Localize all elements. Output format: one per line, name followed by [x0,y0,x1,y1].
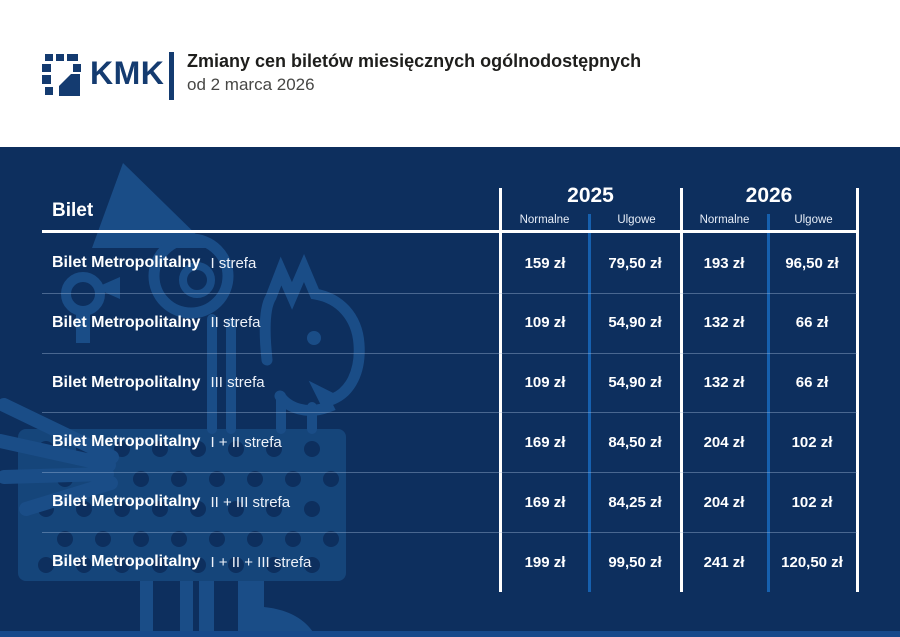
price-2025-normalne: 159 zł [524,254,566,272]
subheader-2025-normalne: Normalne [519,214,570,226]
column-header-bilet: Bilet [52,200,94,221]
table-row: Bilet Metropolitalny I + II strefa 169 z… [42,412,858,472]
price-2025-normalne: 169 zł [524,493,566,511]
price-2026-normalne: 193 zł [703,254,745,272]
lajkonik-watermark-icon [0,163,365,637]
price-2026-ulgowe: 66 zł [795,374,829,392]
ticket-name: Bilet Metropolitalny [52,313,201,331]
year-header-2025: 2025 [567,184,614,207]
ticket-name: Bilet Metropolitalny [52,433,201,451]
ticket-zone: II strefa [210,314,261,332]
price-2026-ulgowe: 66 zł [795,314,829,332]
price-2025-ulgowe: 99,50 zł [608,553,662,571]
column-separator [680,188,683,592]
ticket-label: Bilet Metropolitalny II strefa [52,293,260,353]
ticket-zone: I + II + III strefa [210,553,312,571]
page-header: KMK Zmiany cen biletów miesięcznych ogól… [0,0,900,147]
ticket-label: Bilet Metropolitalny III strefa [52,353,265,413]
subheader-2026-normalne: Normalne [699,214,750,226]
year-header-2026: 2026 [745,184,793,207]
table-row: Bilet Metropolitalny III strefa 109 zł 5… [42,353,858,413]
page-title: Zmiany cen biletów miesięcznych ogólnodo… [187,51,642,71]
ticket-name: Bilet Metropolitalny [52,553,201,570]
price-2026-normalne: 204 zł [703,493,745,511]
ticket-name: Bilet Metropolitalny [52,254,201,271]
price-2026-ulgowe: 120,50 zł [781,553,843,571]
column-separator [856,188,859,592]
ticket-label: Bilet Metropolitalny I + II + III strefa [52,532,311,592]
price-2026-normalne: 132 zł [703,374,745,392]
ticket-label: Bilet Metropolitalny II + III strefa [52,472,290,532]
table-row: Bilet Metropolitalny II strefa 109 zł 54… [42,293,858,353]
price-2025-ulgowe: 84,50 zł [608,433,662,451]
price-2026-normalne: 241 zł [703,553,745,571]
page-subtitle: od 2 marca 2026 [187,75,315,94]
ticket-label: Bilet Metropolitalny I + II strefa [52,412,282,472]
header-divider-bar [169,52,174,100]
price-2025-normalne: 199 zł [524,553,566,571]
price-2026-ulgowe: 96,50 zł [785,254,839,272]
bottom-accent-bar [0,631,900,637]
header-underline [42,230,857,233]
subheader-2025-ulgowe: Ulgowe [617,214,656,226]
ticket-name: Bilet Metropolitalny [52,373,201,391]
ticket-name: Bilet Metropolitalny [52,493,201,511]
subcolumn-divider [767,214,770,592]
table-row: Bilet Metropolitalny I strefa 159 zł 79,… [42,233,858,293]
row-divider [42,532,857,533]
price-2026-ulgowe: 102 zł [791,493,833,511]
ticket-label: Bilet Metropolitalny I strefa [52,233,256,293]
price-2025-ulgowe: 54,90 zł [608,374,662,392]
table-row: Bilet Metropolitalny II + III strefa 169… [42,472,858,532]
price-2025-normalne: 109 zł [524,374,566,392]
subcolumn-divider [588,214,591,592]
price-2025-normalne: 109 zł [524,314,566,332]
price-2025-normalne: 169 zł [524,433,566,451]
ticket-zone: I + II strefa [210,433,282,451]
price-2025-ulgowe: 79,50 zł [608,254,662,272]
price-2026-normalne: 204 zł [703,433,745,451]
row-divider [42,472,857,474]
price-2026-normalne: 132 zł [703,314,745,332]
kmk-logo-text: KMK [90,55,165,91]
price-table-panel: Bilet 2025 2026 Normalne Ulgowe Normalne… [0,147,900,637]
kmk-blocks-logo-icon [42,54,81,96]
column-separator [499,188,502,592]
ticket-zone: I strefa [210,254,257,272]
subheader-2026-ulgowe: Ulgowe [794,214,833,226]
price-2025-ulgowe: 54,90 zł [608,314,662,332]
row-divider [42,292,857,294]
row-divider [42,412,857,414]
ticket-zone: II + III strefa [210,493,291,511]
ticket-zone: III strefa [210,374,265,392]
table-row: Bilet Metropolitalny I + II + III strefa… [42,532,858,592]
price-2025-ulgowe: 84,25 zł [608,493,662,511]
row-divider [42,352,857,354]
price-2026-ulgowe: 102 zł [791,433,833,451]
